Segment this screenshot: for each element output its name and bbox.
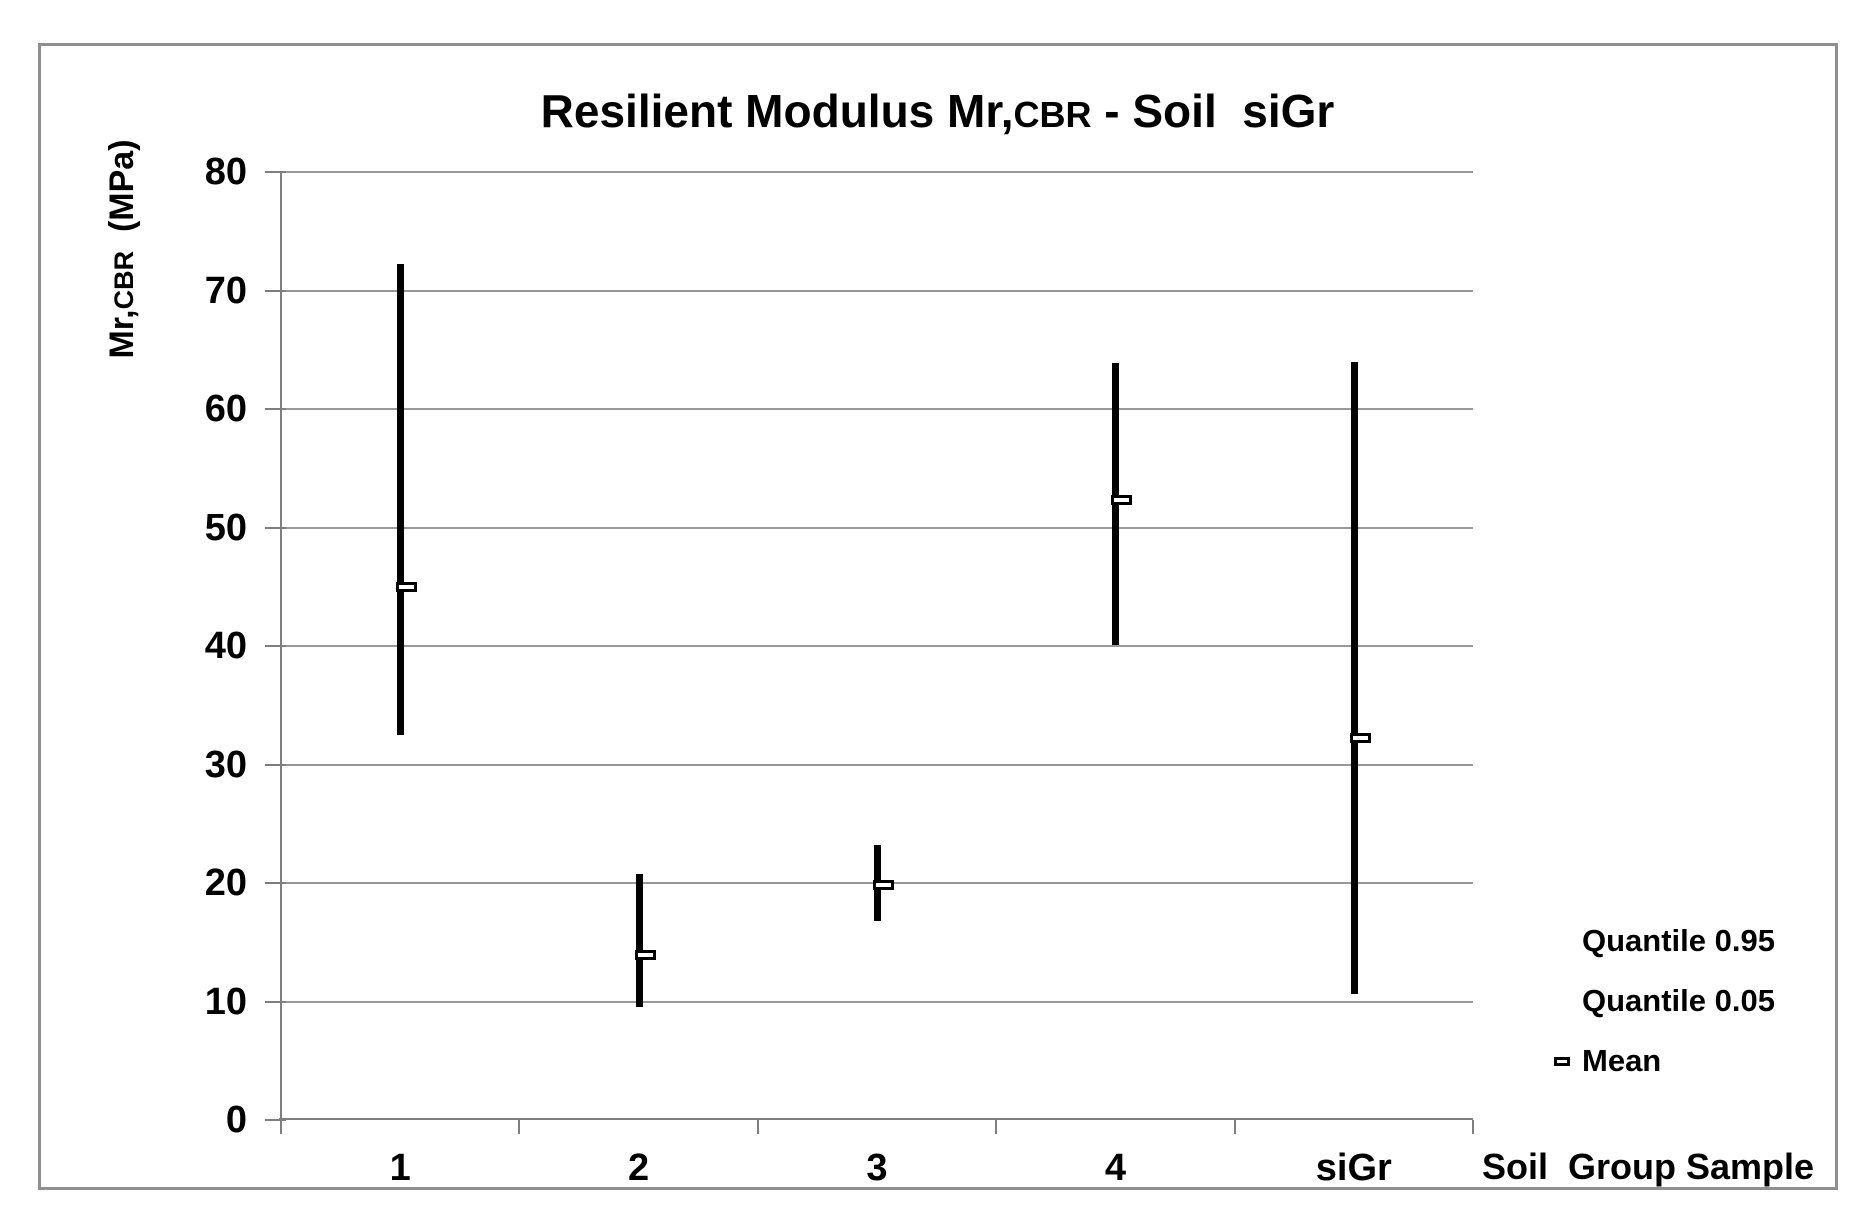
y-tick-label: 60 <box>204 388 247 430</box>
gridline <box>281 289 1473 292</box>
y-tick-mark <box>265 171 286 173</box>
x-tick-label: 3 <box>866 1147 888 1189</box>
gridline <box>281 1000 1473 1003</box>
x-tick-label: 1 <box>389 1147 411 1189</box>
y-tick-label: 20 <box>204 862 247 904</box>
y-tick-mark <box>265 289 286 292</box>
y-axis-title: Mr,CBR (MPa) <box>100 99 144 399</box>
x-tick-mark <box>1472 1120 1474 1134</box>
x-tick-mark <box>756 1120 759 1134</box>
y-tick-label: 0 <box>225 1099 247 1141</box>
y-axis-title-main: Mr, <box>103 309 141 359</box>
legend-item: Quantile 0.95 <box>1554 911 1775 971</box>
chart-title: Resilient Modulus Mr,CBR - Soil siGr <box>0 84 1875 138</box>
y-tick-mark <box>265 1119 286 1121</box>
chart-frame <box>38 43 1838 1190</box>
y-tick-mark <box>265 526 286 529</box>
y-axis-title-subscript: CBR <box>109 250 139 310</box>
y-tick-label: 40 <box>204 625 247 667</box>
legend-item: Quantile 0.05 <box>1554 971 1775 1031</box>
x-tick-mark <box>995 1120 998 1134</box>
x-tick-label: siGr <box>1315 1147 1392 1189</box>
y-axis-line <box>280 172 282 1120</box>
legend-label: Quantile 0.95 <box>1582 923 1775 958</box>
legend-label: Quantile 0.05 <box>1582 983 1775 1018</box>
y-tick-label: 70 <box>204 269 247 312</box>
x-tick-mark <box>280 1120 282 1134</box>
chart-title-main: Resilient Modulus Mr, <box>540 85 1014 137</box>
mean-marker <box>873 880 894 891</box>
y-tick-label: 30 <box>204 743 247 786</box>
quantile-range-bar <box>1350 361 1358 995</box>
y-tick-label: 50 <box>204 506 247 549</box>
gridline <box>281 763 1473 766</box>
quantile-range-bar <box>397 264 405 735</box>
x-axis-title: Soil Group Sample <box>1482 1146 1815 1187</box>
y-tick-mark <box>265 1000 286 1003</box>
mean-marker <box>634 950 656 961</box>
legend-marker-slot <box>1554 1056 1582 1066</box>
legend: Quantile 0.95 Quantile 0.05 Mean <box>1554 911 1775 1091</box>
gridline <box>281 408 1473 410</box>
y-tick-mark <box>265 645 286 647</box>
gridline <box>281 526 1473 529</box>
legend-label: Mean <box>1582 1043 1662 1078</box>
gridline <box>281 171 1473 173</box>
mean-marker <box>396 581 418 592</box>
gridline <box>281 645 1473 647</box>
mean-marker <box>1349 733 1371 744</box>
y-tick-mark <box>265 763 286 766</box>
chart-title-suffix: - Soil siGr <box>1091 85 1335 137</box>
mean-marker <box>1111 495 1133 506</box>
y-tick-label: 10 <box>204 980 247 1023</box>
chart-title-subscript: CBR <box>1013 94 1092 135</box>
plot-area: 0 10 20 30 40 50 60 70 80 1 2 3 4 siGr <box>205 151 1474 1189</box>
y-axis-title-unit: (MPa) <box>103 139 141 251</box>
y-tick-label: 80 <box>204 151 247 193</box>
legend-item: Mean <box>1554 1031 1775 1091</box>
y-tick-mark <box>265 408 286 410</box>
x-tick-label: 2 <box>628 1147 650 1189</box>
x-tick-mark <box>1233 1120 1236 1134</box>
quantile-range-bar <box>635 873 643 1008</box>
mean-marker-icon <box>1554 1056 1570 1066</box>
x-axis-line <box>279 1118 1473 1120</box>
y-tick-mark <box>265 882 286 884</box>
x-tick-mark <box>518 1120 521 1134</box>
x-tick-label: 4 <box>1104 1147 1126 1189</box>
